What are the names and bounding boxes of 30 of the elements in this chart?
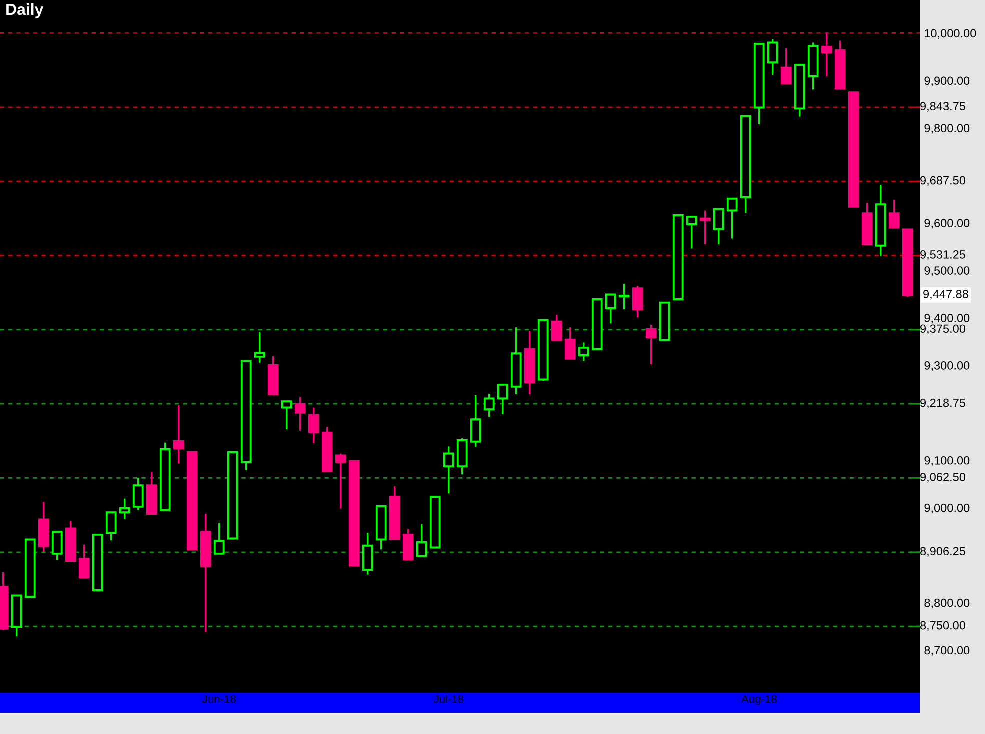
- y-tick-label: 9,900.00: [924, 76, 970, 86]
- y-tick-label: 9,500.00: [924, 266, 970, 276]
- x-tick-label: Jun-18: [202, 695, 236, 704]
- candlestick: [524, 330, 536, 396]
- x-tick-label: Jul-18: [434, 694, 464, 704]
- ref-line-label: 8,750.00: [920, 621, 966, 632]
- text: 9,447.88: [924, 290, 968, 300]
- y-tick-label: 9,600.00: [924, 219, 970, 229]
- y-tick-label: 9,000.00: [924, 504, 970, 514]
- ref-line-label: 8,906.25: [920, 547, 966, 557]
- ref-line-label: 9,375.00: [920, 324, 966, 334]
- ref-line-label: 9,218.75: [920, 398, 966, 409]
- candlestick: [173, 404, 184, 465]
- ref-line-label: 9,687.50: [920, 176, 966, 186]
- candlestick: [618, 283, 630, 310]
- candlestick: [821, 32, 832, 78]
- y-tick-label: 9,400.00: [924, 314, 970, 324]
- y-tick-label: 8,700.00: [924, 646, 970, 656]
- chart-title: Daily: [6, 3, 44, 18]
- y-tick-label: 9,100.00: [924, 456, 970, 466]
- y-tick-label: 9,300.00: [924, 362, 970, 372]
- ref-line-label: 9,843.75: [920, 102, 966, 112]
- y-tick-label: 9,800.00: [924, 124, 970, 134]
- candlestick: [200, 513, 212, 634]
- y-tick-label: 10,000.00: [925, 29, 976, 40]
- ref-line-label: 9,531.25: [920, 250, 966, 260]
- y-tick-label: 8,800.00: [924, 598, 970, 609]
- x-tick-label: Aug-18: [741, 695, 777, 706]
- candlestick: [875, 184, 886, 258]
- ref-line-label: 9,062.50: [920, 473, 966, 483]
